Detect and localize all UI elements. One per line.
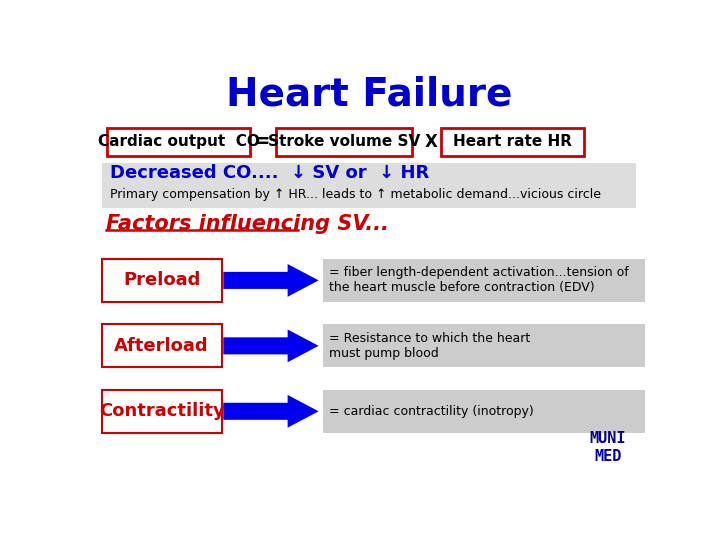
FancyBboxPatch shape [107, 128, 251, 156]
Text: Decreased CO....  ↓ SV or  ↓ HR: Decreased CO.... ↓ SV or ↓ HR [110, 164, 429, 183]
Text: = Resistance to which the heart
must pump blood: = Resistance to which the heart must pum… [330, 332, 531, 360]
FancyBboxPatch shape [102, 390, 222, 433]
FancyBboxPatch shape [323, 259, 645, 302]
Polygon shape [223, 264, 319, 297]
FancyBboxPatch shape [276, 128, 412, 156]
Text: X: X [425, 133, 438, 151]
Text: Heart Failure: Heart Failure [226, 75, 512, 113]
Text: = fiber length-dependent activation...tension of
the heart muscle before contrac: = fiber length-dependent activation...te… [330, 266, 629, 294]
Text: Preload: Preload [123, 272, 200, 289]
Text: MUNI
MED: MUNI MED [590, 431, 626, 464]
Polygon shape [223, 329, 319, 362]
Text: Factors influencing SV...: Factors influencing SV... [106, 214, 388, 234]
Text: Primary compensation by ↑ HR... leads to ↑ metabolic demand...vicious circle: Primary compensation by ↑ HR... leads to… [110, 188, 601, 201]
FancyBboxPatch shape [323, 325, 645, 367]
FancyBboxPatch shape [323, 390, 645, 433]
FancyBboxPatch shape [102, 164, 636, 208]
Text: =: = [254, 132, 270, 151]
Text: Afterload: Afterload [114, 337, 209, 355]
FancyBboxPatch shape [441, 128, 585, 156]
Text: = cardiac contractility (inotropy): = cardiac contractility (inotropy) [330, 405, 534, 418]
FancyBboxPatch shape [102, 259, 222, 302]
Text: Stroke volume SV: Stroke volume SV [268, 134, 420, 149]
Polygon shape [223, 395, 319, 428]
FancyBboxPatch shape [102, 325, 222, 367]
Text: Heart rate HR: Heart rate HR [454, 134, 572, 149]
Text: Contractility: Contractility [99, 402, 225, 420]
Text: Cardiac output  CO: Cardiac output CO [98, 134, 260, 149]
